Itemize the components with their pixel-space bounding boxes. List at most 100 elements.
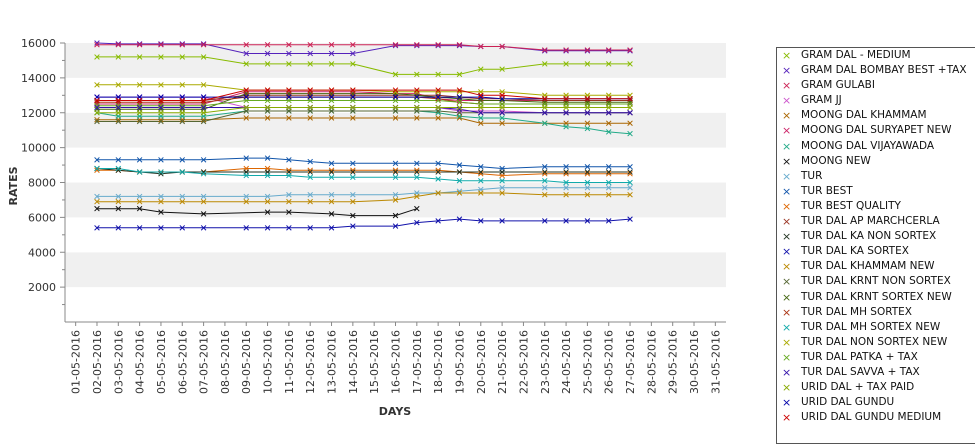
legend-item: × TUR BEST	[777, 184, 975, 199]
data-point	[158, 157, 164, 163]
data-point	[414, 167, 420, 174]
data-point	[414, 219, 420, 226]
legend-marker-icon: ×	[782, 275, 792, 289]
data-point	[136, 198, 143, 205]
data-point	[414, 169, 420, 175]
data-point	[605, 47, 612, 53]
data-point	[307, 94, 313, 100]
legend-marker-icon: ×	[782, 320, 792, 334]
y-axis-title: RATES	[7, 166, 20, 205]
grid-band	[65, 43, 726, 78]
data-point	[200, 109, 207, 116]
data-point	[307, 198, 313, 205]
data-point	[456, 94, 463, 100]
data-point	[200, 104, 207, 111]
data-point	[243, 92, 249, 99]
x-tick-label: 29-05-2016	[667, 330, 680, 394]
data-point	[307, 92, 313, 99]
legend-label: GRAM GULABI	[801, 79, 875, 92]
data-point	[392, 174, 399, 181]
data-point	[478, 120, 484, 126]
legend-item: × TUR BEST QUALITY	[777, 199, 975, 214]
data-point	[179, 109, 186, 116]
data-point	[478, 169, 484, 175]
x-tick-label: 27-05-2016	[624, 330, 637, 394]
data-point	[115, 205, 122, 212]
data-point	[392, 197, 399, 203]
data-point	[499, 178, 505, 184]
data-point	[350, 174, 356, 181]
data-point	[563, 184, 569, 191]
data-point	[542, 218, 548, 224]
data-point	[350, 61, 356, 67]
data-point	[584, 120, 591, 126]
y-tick-label: 14000	[21, 72, 56, 85]
data-point	[243, 61, 249, 67]
data-point	[307, 50, 313, 57]
data-point	[243, 155, 249, 161]
x-tick-label: 08-05-2016	[219, 330, 232, 394]
data-point	[286, 209, 292, 215]
data-point	[115, 193, 122, 200]
legend-item: × TUR DAL KA NON SORTEX	[777, 229, 975, 244]
data-point	[584, 96, 591, 102]
data-point	[328, 41, 335, 48]
legend-label: URID DAL + TAX PAID	[801, 381, 915, 394]
data-point	[605, 48, 612, 54]
data-point	[94, 97, 100, 104]
data-point	[350, 94, 356, 100]
data-point	[456, 178, 463, 184]
data-point	[392, 42, 399, 49]
legend-label: TUR DAL KRNT NON SORTEX	[801, 275, 951, 288]
legend-label: GRAM DAL BOMBAY BEST +TAX	[801, 64, 967, 77]
data-point	[136, 193, 143, 200]
data-point	[499, 92, 505, 99]
data-point	[392, 167, 399, 174]
legend-marker-icon: ×	[782, 139, 792, 153]
data-point	[478, 94, 484, 100]
data-point	[584, 125, 591, 132]
data-point	[200, 198, 207, 205]
data-point	[350, 191, 356, 198]
y-tick-label: 10000	[21, 142, 56, 155]
data-point	[584, 184, 591, 191]
data-point	[435, 71, 441, 78]
data-point	[584, 171, 591, 177]
legend-marker-icon: ×	[782, 245, 792, 259]
y-tick-label: 16000	[21, 37, 56, 50]
legend-item: × MOONG DAL SURYAPET NEW	[777, 123, 975, 138]
data-point	[456, 115, 463, 121]
data-point	[307, 169, 313, 175]
legend-item: × TUR DAL KRNT NON SORTEX	[777, 274, 975, 289]
data-point	[605, 96, 612, 102]
legend-marker-icon: ×	[782, 199, 792, 213]
data-point	[94, 116, 100, 123]
data-point	[627, 191, 633, 198]
data-point	[179, 193, 186, 200]
data-point	[200, 82, 207, 88]
legend-marker-icon: ×	[782, 154, 792, 168]
data-point	[200, 211, 207, 217]
data-point	[414, 42, 420, 49]
data-point	[179, 41, 186, 47]
legend-marker-icon: ×	[782, 64, 792, 78]
x-tick-label: 17-05-2016	[411, 330, 424, 394]
x-tick-label: 10-05-2016	[262, 330, 275, 394]
data-point	[94, 198, 100, 205]
legend-marker-icon: ×	[782, 290, 792, 304]
data-point	[456, 106, 463, 113]
x-tick-label: 26-05-2016	[603, 330, 616, 394]
x-tick-label: 06-05-2016	[176, 330, 189, 394]
data-point	[158, 171, 164, 177]
data-point	[286, 87, 292, 93]
data-point	[328, 115, 335, 121]
data-point	[158, 209, 164, 215]
data-point	[542, 109, 548, 116]
data-point	[414, 104, 420, 111]
data-point	[243, 104, 249, 111]
legend-label: MOONG DAL SURYAPET NEW	[801, 124, 952, 137]
data-point	[286, 61, 292, 67]
x-tick-label: 07-05-2016	[198, 330, 211, 394]
data-point	[542, 164, 548, 170]
y-tick-label: 2000	[28, 281, 56, 294]
